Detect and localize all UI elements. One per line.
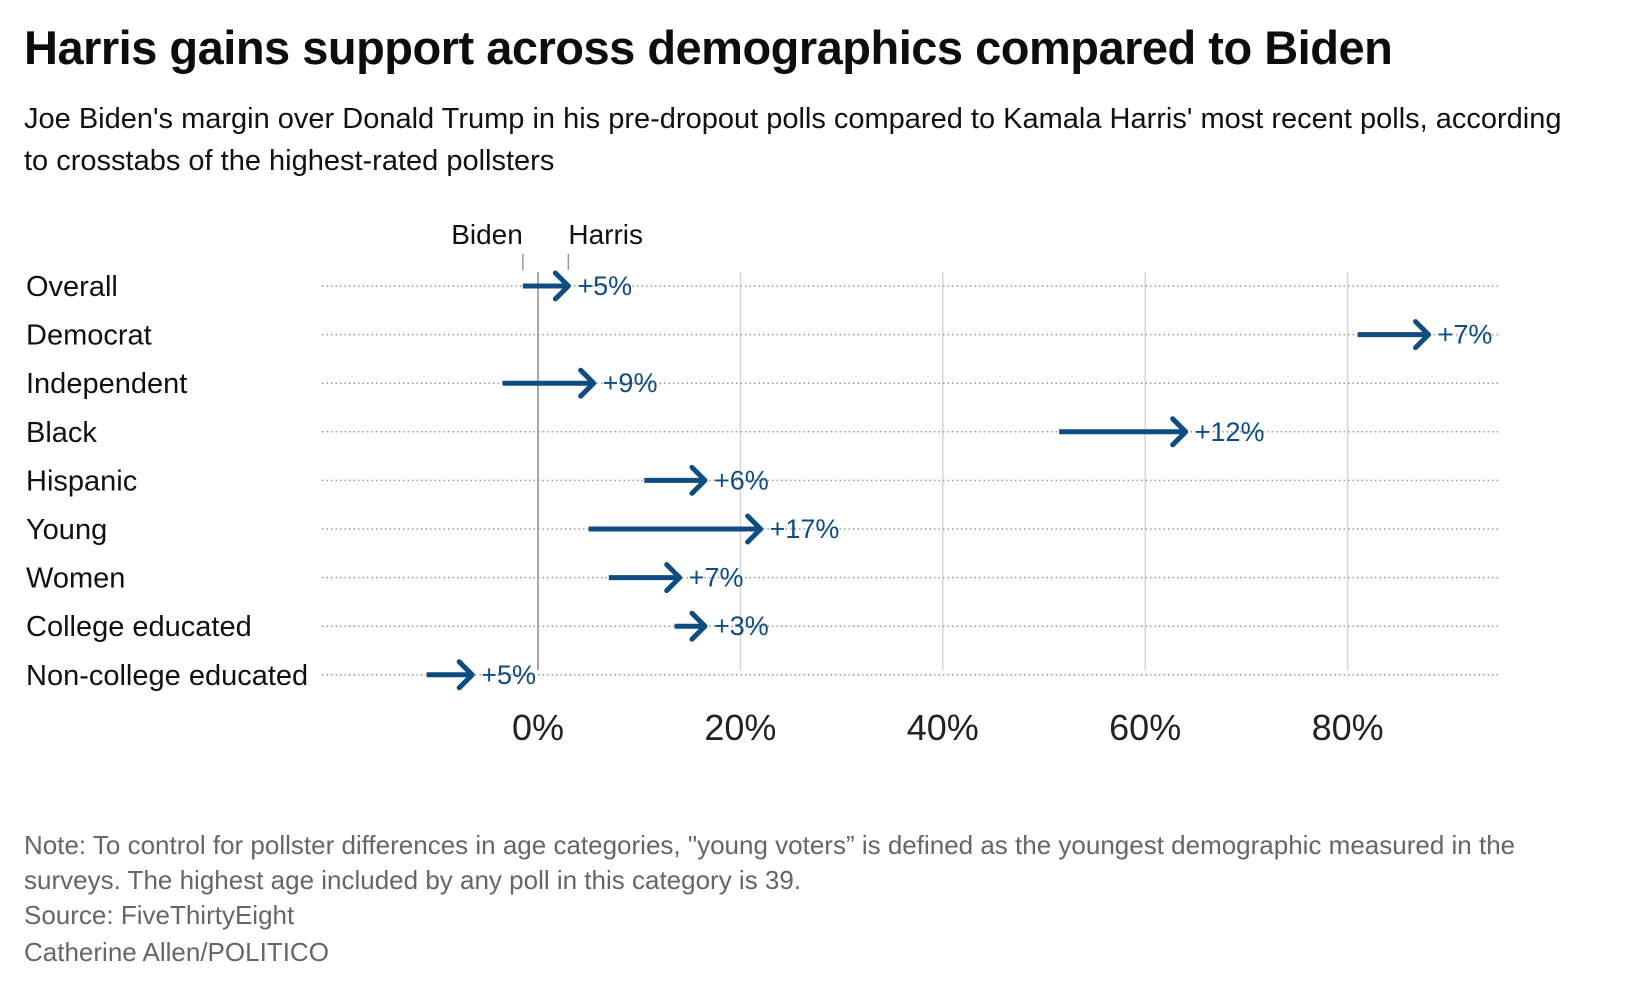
change-label: +17% — [770, 514, 840, 544]
change-label: +7% — [1438, 320, 1493, 350]
chart-title: Harris gains support across demographics… — [24, 21, 1393, 74]
category-label: Non-college educated — [26, 660, 308, 692]
arrow-head — [1413, 319, 1432, 351]
category-label: College educated — [26, 611, 252, 643]
gridlines — [537, 272, 1349, 670]
arrows: +5% +7% +9% +12% +6%+17% +7% +3% +5% — [426, 270, 1493, 691]
x-tick-label: 0% — [512, 707, 564, 748]
arrow-head — [745, 513, 764, 545]
x-tick-label: 40% — [907, 707, 979, 748]
change-label: +5% — [577, 271, 632, 301]
legend: Biden Harris — [451, 219, 643, 270]
category-label: Democrat — [26, 320, 152, 352]
arrow-head — [689, 464, 708, 496]
chart-source: Source: FiveThirtyEight — [24, 900, 295, 930]
legend-harris-label: Harris — [568, 219, 643, 250]
category-label: Overall — [26, 271, 118, 303]
category-label: Young — [26, 514, 107, 546]
change-label: +6% — [714, 465, 769, 495]
x-axis-ticks: 0% 20% 40% 60% 80% — [512, 707, 1384, 748]
category-label: Women — [26, 563, 125, 595]
change-label: +3% — [714, 611, 769, 641]
arrow-head — [1170, 416, 1189, 448]
arrow-head — [552, 270, 571, 302]
change-label: +7% — [689, 563, 744, 593]
category-label: Hispanic — [26, 465, 137, 497]
change-label: +9% — [603, 368, 658, 398]
arrow-head — [456, 659, 475, 691]
arrow-head — [578, 367, 597, 399]
arrow-chart: Overall Democrat Independent Black Hispanic Y… — [26, 219, 1498, 748]
x-tick-label: 80% — [1312, 707, 1384, 748]
x-tick-label: 60% — [1109, 707, 1181, 748]
category-label: Independent — [26, 368, 187, 400]
legend-biden-label: Biden — [451, 219, 523, 250]
chart-note: Note: To control for pollster difference… — [24, 830, 1516, 895]
chart-subtitle: Joe Biden's margin over Donald Trump in … — [24, 103, 1562, 177]
arrow-head — [689, 610, 708, 642]
change-label: +12% — [1195, 417, 1265, 447]
change-label: +5% — [481, 660, 536, 690]
category-label: Black — [26, 417, 97, 449]
chart-credit: Catherine Allen/POLITICO — [24, 937, 329, 967]
x-tick-label: 20% — [704, 707, 776, 748]
arrow-head — [664, 562, 683, 594]
category-rows: Overall Democrat Independent Black Hispanic Y… — [26, 271, 1498, 692]
